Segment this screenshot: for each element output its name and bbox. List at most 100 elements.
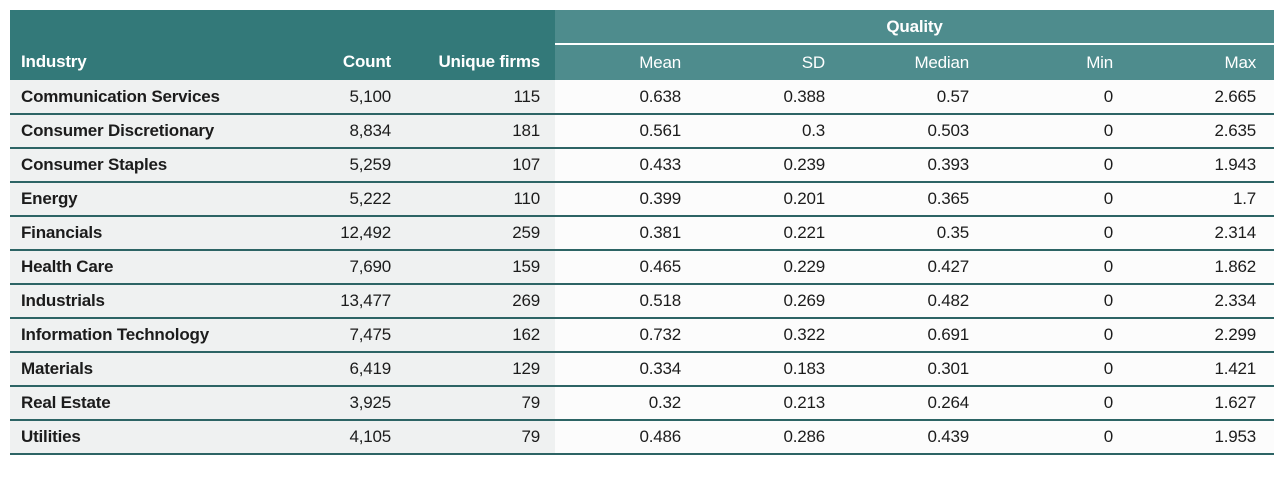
table-row: Materials 6,419 129 0.334 0.183 0.301 0 … (10, 351, 1275, 386)
cell-unique-firms: 107 (400, 147, 555, 182)
cell-sd: 0.286 (699, 419, 843, 455)
cell-min: 0 (987, 215, 1131, 250)
cell-mean: 0.486 (555, 419, 699, 455)
cell-unique-firms: 115 (400, 80, 555, 114)
cell-min: 0 (987, 385, 1131, 420)
cell-unique-firms: 269 (400, 283, 555, 318)
col-header-min: Min (987, 44, 1131, 80)
cell-max: 1.862 (1131, 249, 1275, 284)
cell-industry: Utilities (10, 419, 250, 455)
cell-median: 0.365 (843, 181, 987, 216)
cell-mean: 0.399 (555, 181, 699, 216)
table-row: Financials 12,492 259 0.381 0.221 0.35 0… (10, 215, 1275, 250)
cell-industry: Financials (10, 215, 250, 250)
cell-count: 8,834 (250, 113, 400, 148)
table-row: Information Technology 7,475 162 0.732 0… (10, 317, 1275, 352)
cell-min: 0 (987, 317, 1131, 352)
cell-sd: 0.322 (699, 317, 843, 352)
col-header-industry: Industry (10, 44, 250, 80)
table-row: Energy 5,222 110 0.399 0.201 0.365 0 1.7 (10, 181, 1275, 216)
table-body: Communication Services 5,100 115 0.638 0… (10, 80, 1275, 455)
table-row: Consumer Staples 5,259 107 0.433 0.239 0… (10, 147, 1275, 182)
cell-min: 0 (987, 80, 1131, 114)
cell-max: 1.943 (1131, 147, 1275, 182)
col-header-max: Max (1131, 44, 1275, 80)
cell-mean: 0.433 (555, 147, 699, 182)
table-row: Consumer Discretionary 8,834 181 0.561 0… (10, 113, 1275, 148)
table-row: Industrials 13,477 269 0.518 0.269 0.482… (10, 283, 1275, 318)
cell-mean: 0.334 (555, 351, 699, 386)
cell-min: 0 (987, 147, 1131, 182)
cell-sd: 0.213 (699, 385, 843, 420)
cell-mean: 0.561 (555, 113, 699, 148)
cell-median: 0.427 (843, 249, 987, 284)
cell-max: 2.635 (1131, 113, 1275, 148)
cell-sd: 0.269 (699, 283, 843, 318)
cell-median: 0.57 (843, 80, 987, 114)
cell-max: 1.421 (1131, 351, 1275, 386)
group-header-spacer (10, 10, 555, 44)
cell-industry: Information Technology (10, 317, 250, 352)
cell-min: 0 (987, 419, 1131, 455)
cell-min: 0 (987, 181, 1131, 216)
cell-mean: 0.732 (555, 317, 699, 352)
cell-count: 7,475 (250, 317, 400, 352)
col-header-median: Median (843, 44, 987, 80)
cell-industry: Industrials (10, 283, 250, 318)
cell-unique-firms: 259 (400, 215, 555, 250)
cell-count: 5,222 (250, 181, 400, 216)
cell-min: 0 (987, 351, 1131, 386)
cell-median: 0.35 (843, 215, 987, 250)
cell-min: 0 (987, 283, 1131, 318)
column-header-row: Industry Count Unique firms Mean SD Medi… (10, 44, 1275, 80)
cell-median: 0.301 (843, 351, 987, 386)
cell-max: 2.299 (1131, 317, 1275, 352)
cell-sd: 0.388 (699, 80, 843, 114)
cell-median: 0.264 (843, 385, 987, 420)
cell-sd: 0.239 (699, 147, 843, 182)
industry-quality-summary-table: Quality Industry Count Unique firms Mean… (10, 10, 1275, 455)
group-header-row: Quality (10, 10, 1275, 45)
group-header-quality: Quality (555, 10, 1275, 45)
table-row: Utilities 4,105 79 0.486 0.286 0.439 0 1… (10, 419, 1275, 455)
cell-sd: 0.221 (699, 215, 843, 250)
table-header: Quality Industry Count Unique firms Mean… (10, 10, 1275, 80)
cell-median: 0.691 (843, 317, 987, 352)
cell-max: 1.7 (1131, 181, 1275, 216)
col-header-sd: SD (699, 44, 843, 80)
table-row: Real Estate 3,925 79 0.32 0.213 0.264 0 … (10, 385, 1275, 420)
col-header-mean: Mean (555, 44, 699, 80)
cell-mean: 0.518 (555, 283, 699, 318)
cell-median: 0.393 (843, 147, 987, 182)
cell-count: 3,925 (250, 385, 400, 420)
cell-max: 1.953 (1131, 419, 1275, 455)
cell-min: 0 (987, 249, 1131, 284)
cell-count: 6,419 (250, 351, 400, 386)
cell-mean: 0.465 (555, 249, 699, 284)
cell-count: 12,492 (250, 215, 400, 250)
cell-unique-firms: 162 (400, 317, 555, 352)
cell-mean: 0.381 (555, 215, 699, 250)
cell-mean: 0.638 (555, 80, 699, 114)
cell-count: 7,690 (250, 249, 400, 284)
cell-max: 2.314 (1131, 215, 1275, 250)
cell-min: 0 (987, 113, 1131, 148)
cell-max: 2.334 (1131, 283, 1275, 318)
cell-unique-firms: 181 (400, 113, 555, 148)
cell-count: 13,477 (250, 283, 400, 318)
cell-unique-firms: 79 (400, 419, 555, 455)
cell-median: 0.482 (843, 283, 987, 318)
cell-industry: Consumer Discretionary (10, 113, 250, 148)
cell-industry: Consumer Staples (10, 147, 250, 182)
cell-count: 5,100 (250, 80, 400, 114)
cell-median: 0.439 (843, 419, 987, 455)
col-header-count: Count (250, 44, 400, 80)
cell-unique-firms: 159 (400, 249, 555, 284)
cell-industry: Real Estate (10, 385, 250, 420)
cell-count: 4,105 (250, 419, 400, 455)
cell-max: 2.665 (1131, 80, 1275, 114)
cell-industry: Health Care (10, 249, 250, 284)
table-row: Health Care 7,690 159 0.465 0.229 0.427 … (10, 249, 1275, 284)
cell-sd: 0.183 (699, 351, 843, 386)
cell-mean: 0.32 (555, 385, 699, 420)
